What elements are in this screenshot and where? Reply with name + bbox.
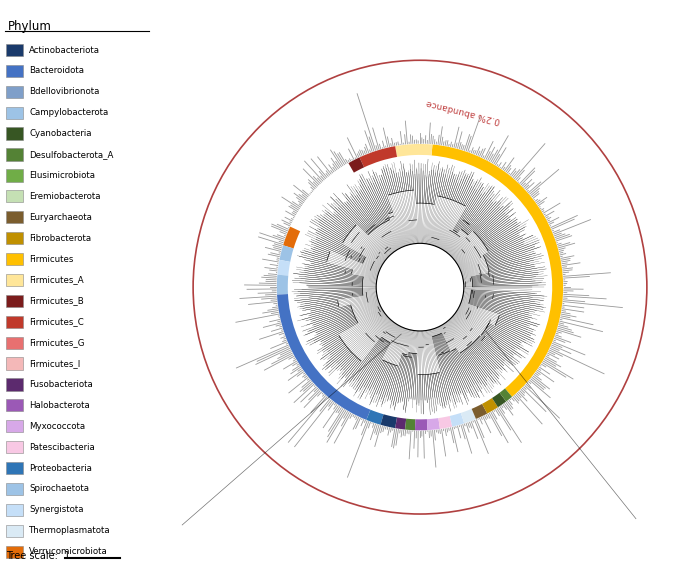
Wedge shape	[415, 419, 428, 430]
Wedge shape	[276, 275, 288, 295]
FancyBboxPatch shape	[6, 232, 23, 244]
Wedge shape	[492, 393, 506, 407]
Text: Firmicutes_I: Firmicutes_I	[29, 359, 81, 368]
FancyBboxPatch shape	[6, 441, 23, 454]
FancyBboxPatch shape	[6, 65, 23, 77]
FancyBboxPatch shape	[6, 44, 23, 56]
Wedge shape	[277, 294, 370, 420]
FancyBboxPatch shape	[6, 86, 23, 98]
Text: Firmicutes_B: Firmicutes_B	[29, 297, 84, 305]
Text: Firmicutes: Firmicutes	[29, 254, 74, 264]
Wedge shape	[482, 398, 498, 414]
FancyBboxPatch shape	[6, 274, 23, 286]
Text: Verrucomicrobiota: Verrucomicrobiota	[29, 547, 108, 556]
Wedge shape	[279, 246, 293, 262]
FancyBboxPatch shape	[6, 420, 23, 432]
Wedge shape	[360, 146, 397, 168]
FancyBboxPatch shape	[6, 253, 23, 265]
FancyBboxPatch shape	[6, 107, 23, 119]
Wedge shape	[277, 260, 290, 275]
FancyBboxPatch shape	[6, 483, 23, 495]
Wedge shape	[283, 227, 300, 248]
Text: Firmicutes_A: Firmicutes_A	[29, 275, 84, 284]
FancyBboxPatch shape	[6, 316, 23, 328]
FancyBboxPatch shape	[6, 357, 23, 370]
Text: Bacteroidota: Bacteroidota	[29, 66, 84, 76]
Wedge shape	[438, 416, 452, 429]
Text: Fusobacteriota: Fusobacteriota	[29, 380, 93, 389]
Wedge shape	[395, 417, 406, 430]
Wedge shape	[461, 409, 476, 423]
Text: Campylobacterota: Campylobacterota	[29, 108, 108, 117]
Text: Elusimicrobiota: Elusimicrobiota	[29, 171, 95, 180]
FancyBboxPatch shape	[6, 128, 23, 139]
FancyBboxPatch shape	[6, 546, 23, 558]
FancyBboxPatch shape	[6, 211, 23, 223]
Text: Spirochaetota: Spirochaetota	[29, 485, 90, 493]
Wedge shape	[405, 418, 415, 430]
Wedge shape	[431, 145, 564, 397]
Text: Fibrobacterota: Fibrobacterota	[29, 234, 92, 243]
Wedge shape	[349, 158, 364, 173]
Text: Halobacterota: Halobacterota	[29, 401, 90, 410]
FancyBboxPatch shape	[6, 295, 23, 307]
FancyBboxPatch shape	[6, 148, 23, 161]
FancyBboxPatch shape	[6, 169, 23, 182]
FancyBboxPatch shape	[6, 336, 23, 349]
Text: Eremiobacterota: Eremiobacterota	[29, 192, 101, 201]
Text: Patescibacteria: Patescibacteria	[29, 442, 95, 452]
Wedge shape	[449, 413, 464, 427]
Wedge shape	[427, 418, 440, 430]
Text: Tree scale:  1: Tree scale: 1	[6, 551, 71, 561]
Text: Firmicutes_G: Firmicutes_G	[29, 338, 85, 347]
FancyBboxPatch shape	[6, 399, 23, 411]
Text: Thermoplasmatota: Thermoplasmatota	[29, 526, 111, 535]
Wedge shape	[366, 410, 384, 425]
Wedge shape	[500, 389, 512, 401]
Text: Desulfobacterota_A: Desulfobacterota_A	[29, 150, 113, 159]
FancyBboxPatch shape	[6, 504, 23, 516]
FancyBboxPatch shape	[6, 379, 23, 391]
Text: Cyanobacteria: Cyanobacteria	[29, 129, 92, 138]
FancyBboxPatch shape	[6, 524, 23, 537]
Text: Phylum: Phylum	[8, 20, 52, 33]
Text: Euryarchaeota: Euryarchaeota	[29, 213, 92, 222]
Text: Proteobacteria: Proteobacteria	[29, 464, 92, 472]
FancyBboxPatch shape	[6, 190, 23, 202]
Wedge shape	[395, 144, 433, 157]
Text: Myxococcota: Myxococcota	[29, 422, 85, 431]
Text: Synergistota: Synergistota	[29, 505, 84, 515]
Text: Bdellovibrionota: Bdellovibrionota	[29, 87, 99, 96]
Wedge shape	[381, 414, 397, 428]
Text: Actinobacteriota: Actinobacteriota	[29, 46, 100, 54]
Text: 0.2% abundance: 0.2% abundance	[426, 97, 502, 124]
Text: Firmicutes_C: Firmicutes_C	[29, 317, 84, 326]
FancyBboxPatch shape	[6, 462, 23, 474]
Wedge shape	[472, 404, 487, 419]
